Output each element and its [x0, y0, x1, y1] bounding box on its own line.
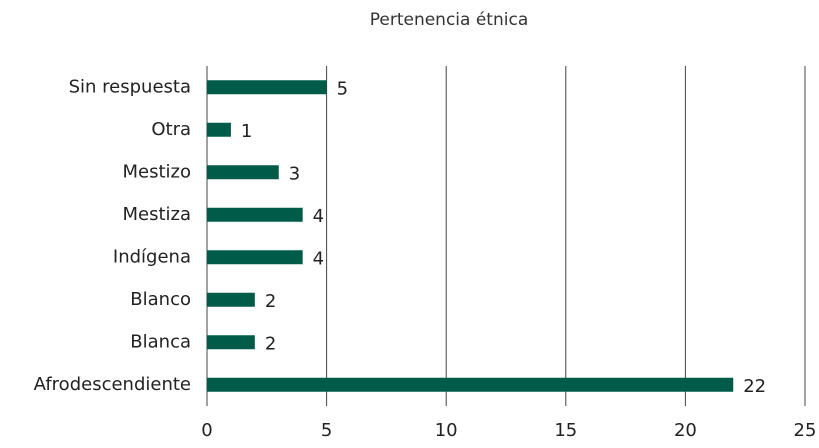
- y-tick-label: Otra: [151, 119, 191, 140]
- data-label: 1: [241, 121, 252, 142]
- bar: [207, 250, 303, 265]
- data-label: 2: [265, 333, 276, 354]
- x-tick-label: 0: [201, 420, 212, 441]
- y-tick-label: Indígena: [113, 246, 191, 267]
- data-label: 5: [337, 78, 348, 99]
- x-tick-label: 15: [554, 420, 577, 441]
- bar: [207, 80, 327, 95]
- data-label: 3: [289, 163, 300, 184]
- bar: [207, 122, 231, 137]
- x-tick-label: 10: [435, 420, 458, 441]
- y-tick-label: Afrodescendiente: [34, 374, 191, 395]
- bar: [207, 207, 303, 222]
- data-label: 2: [265, 291, 276, 312]
- y-tick-label: Mestizo: [122, 161, 191, 182]
- y-tick-label: Mestiza: [122, 204, 191, 225]
- bar: [207, 335, 255, 350]
- bar: [207, 292, 255, 307]
- bar: [207, 377, 734, 392]
- y-tick-label: Blanco: [130, 289, 191, 310]
- x-tick-label: 20: [674, 420, 697, 441]
- data-label: 22: [743, 376, 766, 397]
- bar: [207, 165, 279, 180]
- y-tick-label: Sin respuesta: [69, 76, 191, 97]
- x-tick-label: 25: [794, 420, 817, 441]
- data-label: 4: [313, 248, 324, 269]
- x-tick-label: 5: [321, 420, 332, 441]
- y-tick-label: Blanca: [130, 331, 191, 352]
- data-label: 4: [313, 206, 324, 227]
- chart-title: Pertenencia étnica: [370, 10, 529, 30]
